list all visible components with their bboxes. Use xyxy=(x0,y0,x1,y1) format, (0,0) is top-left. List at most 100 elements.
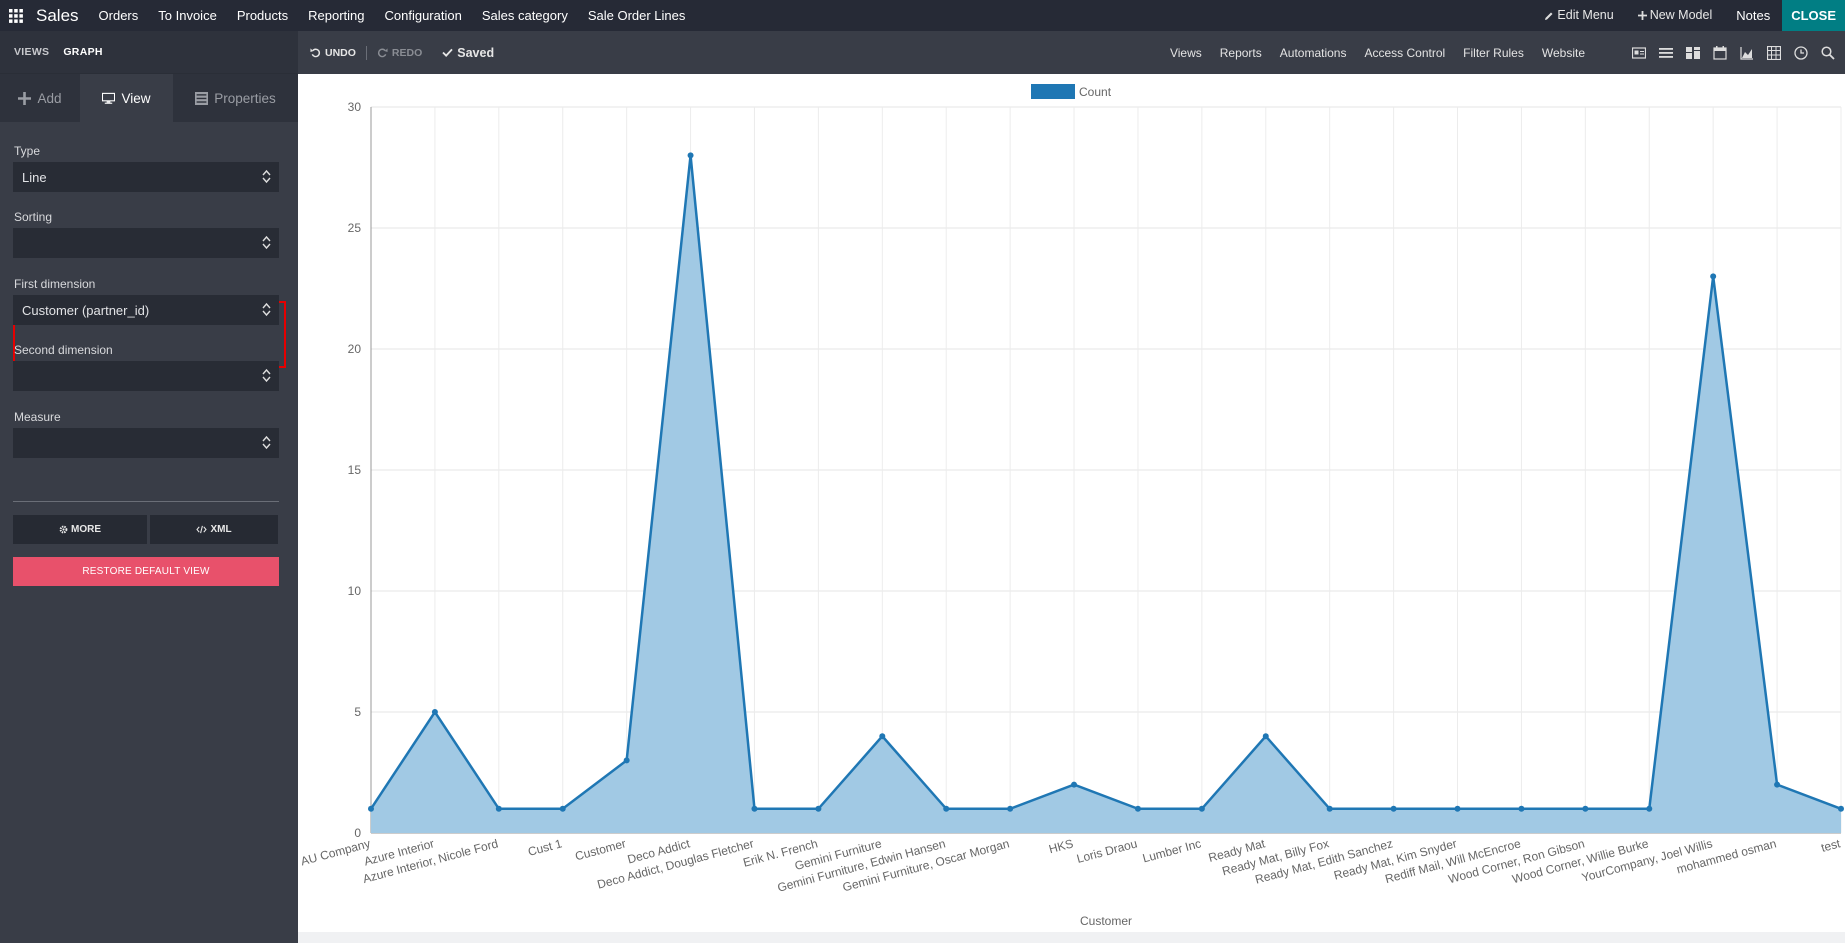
second-dimension-select[interactable] xyxy=(13,361,279,391)
sidebar-tabs: Add View Properties xyxy=(0,74,298,122)
tab-add-label: Add xyxy=(37,90,62,106)
xml-button[interactable]: XML xyxy=(150,515,278,544)
undo-redo-separator xyxy=(365,45,367,60)
menu-configuration[interactable]: Configuration xyxy=(384,8,462,23)
monitor-icon xyxy=(102,92,116,104)
data-point xyxy=(1134,805,1141,812)
data-point xyxy=(815,805,822,812)
list-view-icon[interactable] xyxy=(1659,46,1673,60)
app-brand[interactable]: Sales xyxy=(36,5,79,25)
data-point xyxy=(431,709,438,715)
legend-label: Count xyxy=(1079,85,1112,99)
redo-label: REDO xyxy=(391,46,423,59)
edit-menu-button[interactable]: Edit Menu xyxy=(1532,0,1625,31)
data-point xyxy=(623,757,630,764)
data-point xyxy=(943,805,950,812)
close-button[interactable]: CLOSE xyxy=(1782,0,1845,31)
select-arrows-icon xyxy=(262,302,271,317)
tab-view[interactable]: View xyxy=(80,74,173,122)
apps-grid-icon[interactable] xyxy=(0,0,32,31)
sorting-select[interactable] xyxy=(13,228,279,258)
measure-select[interactable] xyxy=(13,428,279,458)
new-model-button[interactable]: New Model xyxy=(1626,0,1725,31)
x-tick-label: Lumber Inc xyxy=(1141,836,1203,865)
first-dimension-value: Customer (partner_id) xyxy=(22,302,150,318)
y-tick-label: 30 xyxy=(348,100,362,114)
y-tick-label: 20 xyxy=(348,342,362,356)
sorting-label: Sorting xyxy=(14,210,53,224)
link-automations[interactable]: Automations xyxy=(1279,45,1347,60)
graph-view: 0 5 10 15 20 25 30 AU Company Azure Interior Azur… xyxy=(298,74,1845,932)
type-select[interactable]: Line xyxy=(13,162,279,192)
tab-properties[interactable]: Properties xyxy=(173,74,298,122)
link-views[interactable]: Views xyxy=(1169,45,1202,60)
y-tick-label: 10 xyxy=(348,584,362,598)
menu-reporting[interactable]: Reporting xyxy=(308,8,365,23)
notes-button[interactable]: Notes xyxy=(1736,8,1771,23)
y-tick-label: 25 xyxy=(348,221,362,235)
activity-view-icon[interactable] xyxy=(1794,45,1808,60)
view-switcher xyxy=(1632,45,1835,60)
calendar-view-icon[interactable] xyxy=(1713,45,1727,60)
pivot-view-icon[interactable] xyxy=(1767,45,1781,60)
link-access-control[interactable]: Access Control xyxy=(1364,45,1446,60)
series-line xyxy=(369,155,1842,811)
tab-properties-label: Properties xyxy=(214,90,276,106)
studio-control-bar: UNDO REDO Saved Views Reports Automation… xyxy=(298,31,1845,74)
series-area xyxy=(371,155,1841,833)
first-dimension-select[interactable]: Customer (partner_id) xyxy=(13,295,279,325)
x-tick-label: HKS xyxy=(1047,836,1074,856)
x-tick-label: AU Company xyxy=(299,836,372,868)
code-icon xyxy=(196,525,208,534)
x-tick-label: test xyxy=(1819,836,1842,855)
undo-icon xyxy=(310,48,321,58)
data-point xyxy=(495,805,502,812)
more-button[interactable]: MORE xyxy=(13,515,147,544)
menu-to-invoice[interactable]: To Invoice xyxy=(158,8,217,23)
top-navbar: Sales Orders To Invoice Products Reporti… xyxy=(0,0,1845,31)
sidebar-divider xyxy=(13,501,279,502)
saved-label: Saved xyxy=(457,45,495,60)
search-view-icon[interactable] xyxy=(1821,45,1835,60)
data-point xyxy=(751,805,758,812)
data-point xyxy=(1582,805,1589,812)
data-point xyxy=(1646,805,1653,812)
restore-default-view-button[interactable]: RESTORE DEFAULT VIEW xyxy=(13,557,279,586)
redo-icon xyxy=(377,48,388,58)
tab-add[interactable]: Add xyxy=(0,74,80,122)
data-point xyxy=(1326,805,1333,812)
undo-label: UNDO xyxy=(325,46,356,59)
measure-label: Measure xyxy=(14,410,61,424)
data-point xyxy=(1838,805,1844,812)
breadcrumb-views[interactable]: VIEWS xyxy=(14,46,50,58)
link-website[interactable]: Website xyxy=(1541,45,1585,60)
list-icon xyxy=(195,91,209,105)
form-view-icon[interactable] xyxy=(1632,46,1646,60)
x-tick-label: Loris Draou xyxy=(1075,836,1139,866)
link-reports[interactable]: Reports xyxy=(1219,45,1262,60)
redo-button[interactable]: REDO xyxy=(377,47,422,59)
type-value: Line xyxy=(22,169,47,185)
link-filter-rules[interactable]: Filter Rules xyxy=(1463,45,1524,60)
menu-sale-order-lines[interactable]: Sale Order Lines xyxy=(587,8,686,23)
menu-orders[interactable]: Orders xyxy=(98,8,139,23)
data-point xyxy=(559,805,566,812)
data-point xyxy=(1007,805,1014,812)
pencil-icon xyxy=(1545,12,1553,20)
data-point xyxy=(687,152,694,159)
kanban-view-icon[interactable] xyxy=(1686,46,1700,60)
new-model-label: New Model xyxy=(1649,8,1713,22)
x-tick-label: Customer xyxy=(574,836,628,863)
type-label: Type xyxy=(14,144,41,158)
studio-sidebar: VIEWS GRAPH Add View Properties Type Lin… xyxy=(0,31,298,943)
menu-sales-category[interactable]: Sales category xyxy=(481,8,568,23)
tab-view-label: View xyxy=(121,90,151,106)
menu-products[interactable]: Products xyxy=(236,8,289,23)
undo-button[interactable]: UNDO xyxy=(310,47,356,59)
select-arrows-icon xyxy=(262,368,271,383)
plus-icon xyxy=(18,91,32,105)
y-tick-label: 5 xyxy=(354,705,361,719)
graph-view-icon[interactable] xyxy=(1740,46,1754,60)
x-tick-label: Cust 1 xyxy=(526,836,563,859)
